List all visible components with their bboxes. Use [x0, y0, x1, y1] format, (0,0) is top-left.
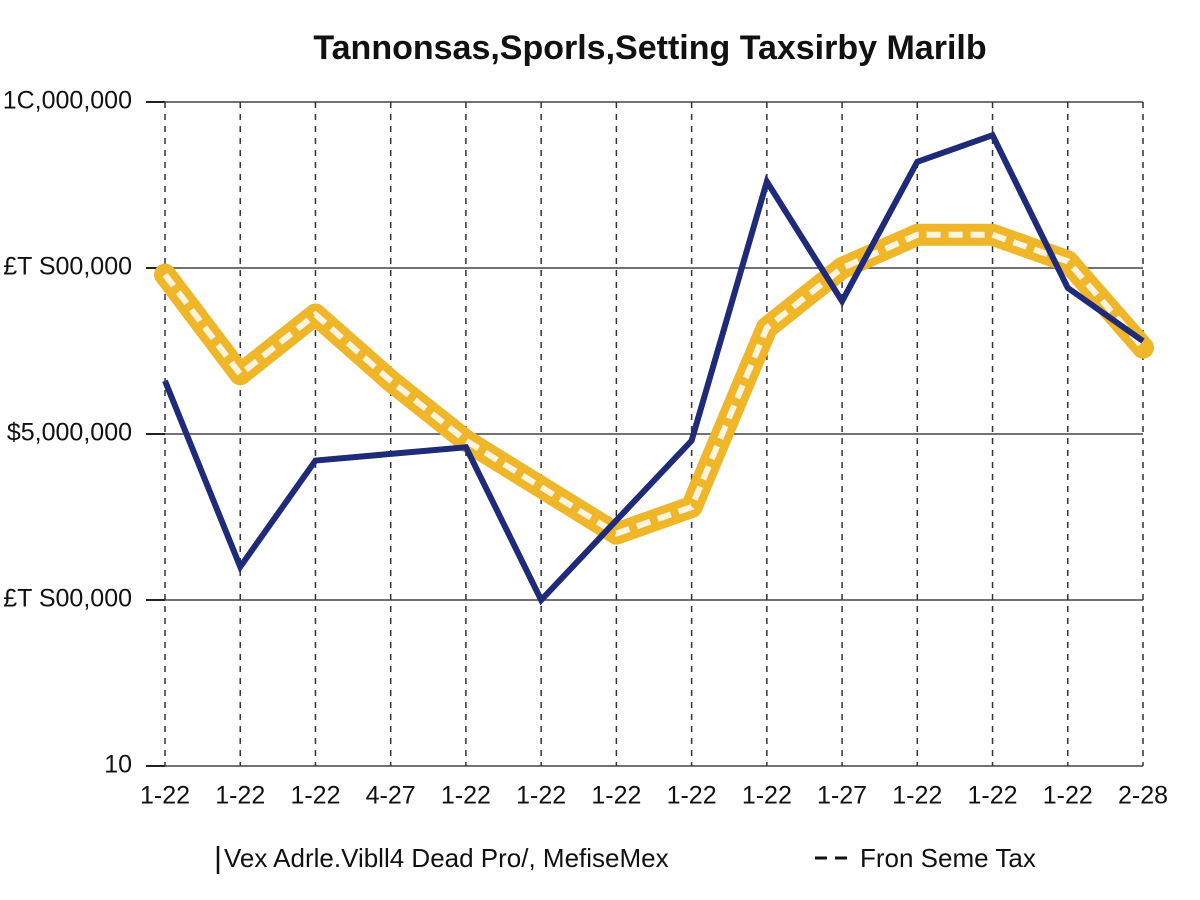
y-tick-label: $5,000,000	[7, 419, 132, 447]
series-line	[162, 131, 1145, 606]
x-tick-label: 1-22	[441, 782, 491, 810]
x-tick-label: 1-22	[140, 782, 190, 810]
y-tick-label: 1C,000,000	[3, 87, 132, 115]
x-tick-label: 4-27	[366, 782, 416, 810]
x-tick-label: 1-22	[290, 782, 340, 810]
chart-title: Tannonsas,Sporls,Setting Taxsirby Marilb	[313, 29, 986, 67]
x-tick-label: 2-28	[1118, 782, 1168, 810]
series-band	[154, 223, 1154, 545]
x-tick-label: 1-22	[215, 782, 265, 810]
grid	[146, 101, 1144, 767]
y-tick-label: £T S00,000	[3, 585, 132, 613]
plot-lines	[154, 131, 1154, 606]
y-tick-label: 10	[104, 751, 132, 779]
x-tick-label: 1-22	[1043, 782, 1093, 810]
x-tick-label: 1-22	[516, 782, 566, 810]
legend-label: Vex Adrle.Vibll4 Dead Pro/, MefiseMex	[224, 843, 669, 873]
tick-labels: 10 £T S00,000 $5,000,000 £T S00,000 1C,000,0…	[3, 87, 1168, 810]
x-tick-label: 1-27	[817, 782, 867, 810]
x-tick-label: 1-22	[742, 782, 792, 810]
y-tick-label: £T S00,000	[3, 253, 132, 281]
legend: Vex Adrle.Vibll4 Dead Pro/, MefiseMex Fro…	[216, 843, 1036, 874]
x-tick-label: 1-22	[591, 782, 641, 810]
x-tick-label: 1-22	[892, 782, 942, 810]
x-tick-label: 1-22	[667, 782, 717, 810]
series-dash	[162, 231, 1146, 537]
legend-label: Fron Seme Tax	[860, 843, 1036, 873]
x-tick-label: 1-22	[968, 782, 1018, 810]
